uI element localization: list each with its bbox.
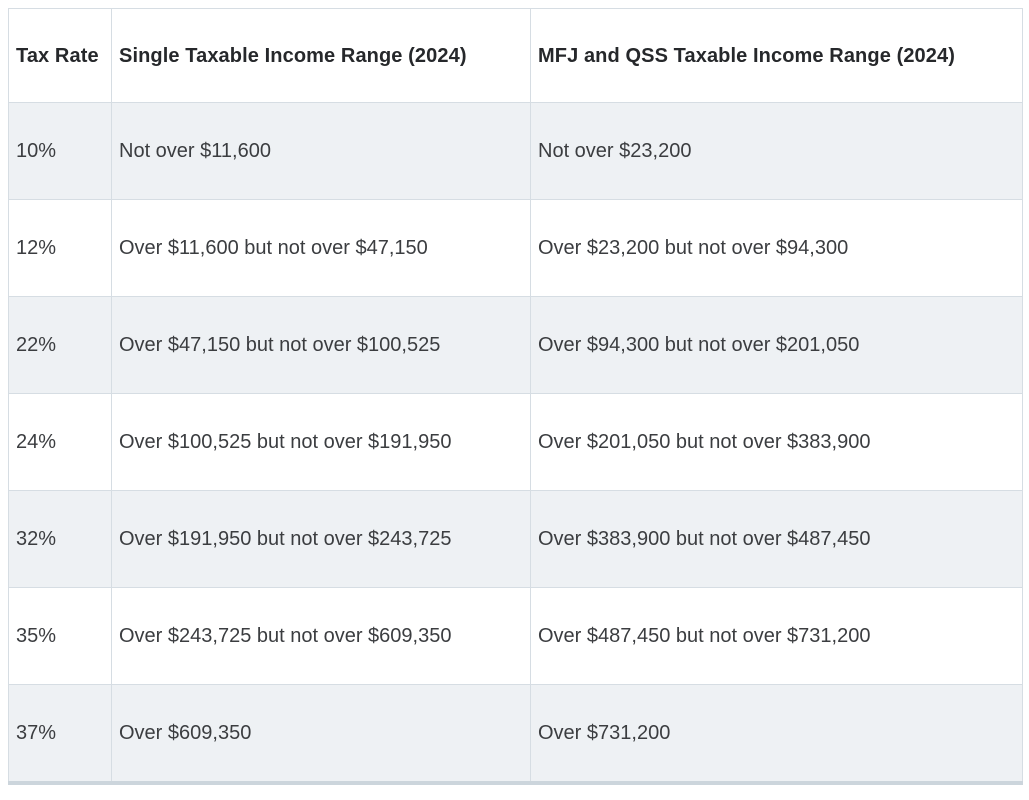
tax-rate-cell: 10%: [8, 102, 112, 200]
column-header-single-range: Single Taxable Income Range (2024): [111, 8, 531, 103]
single-range-cell: Over $11,600 but not over $47,150: [111, 199, 531, 297]
single-range-cell: Over $243,725 but not over $609,350: [111, 587, 531, 685]
column-header-tax-rate: Tax Rate: [8, 8, 112, 103]
tax-rate-cell: 12%: [8, 199, 112, 297]
table-header-row: Tax Rate Single Taxable Income Range (20…: [8, 8, 1023, 103]
mfj-range-cell: Over $94,300 but not over $201,050: [530, 296, 1023, 394]
mfj-range-cell: Over $383,900 but not over $487,450: [530, 490, 1023, 588]
table-row: 10% Not over $11,600 Not over $23,200: [8, 102, 1023, 200]
table-row: 22% Over $47,150 but not over $100,525 O…: [8, 296, 1023, 394]
mfj-range-cell: Over $201,050 but not over $383,900: [530, 393, 1023, 491]
single-range-cell: Not over $11,600: [111, 102, 531, 200]
mfj-range-cell: Over $731,200: [530, 684, 1023, 785]
single-range-cell: Over $47,150 but not over $100,525: [111, 296, 531, 394]
table-row: 35% Over $243,725 but not over $609,350 …: [8, 587, 1023, 685]
tax-brackets-table-2024: Tax Rate Single Taxable Income Range (20…: [8, 8, 1023, 785]
column-header-mfj-qss-range: MFJ and QSS Taxable Income Range (2024): [530, 8, 1023, 103]
table-row: 37% Over $609,350 Over $731,200: [8, 684, 1023, 785]
table-row: 24% Over $100,525 but not over $191,950 …: [8, 393, 1023, 491]
tax-rate-cell: 37%: [8, 684, 112, 785]
single-range-cell: Over $191,950 but not over $243,725: [111, 490, 531, 588]
mfj-range-cell: Over $487,450 but not over $731,200: [530, 587, 1023, 685]
mfj-range-cell: Over $23,200 but not over $94,300: [530, 199, 1023, 297]
tax-rate-cell: 22%: [8, 296, 112, 394]
single-range-cell: Over $609,350: [111, 684, 531, 785]
tax-rate-cell: 24%: [8, 393, 112, 491]
tax-rate-cell: 35%: [8, 587, 112, 685]
table-row: 32% Over $191,950 but not over $243,725 …: [8, 490, 1023, 588]
mfj-range-cell: Not over $23,200: [530, 102, 1023, 200]
single-range-cell: Over $100,525 but not over $191,950: [111, 393, 531, 491]
table-row: 12% Over $11,600 but not over $47,150 Ov…: [8, 199, 1023, 297]
tax-rate-cell: 32%: [8, 490, 112, 588]
